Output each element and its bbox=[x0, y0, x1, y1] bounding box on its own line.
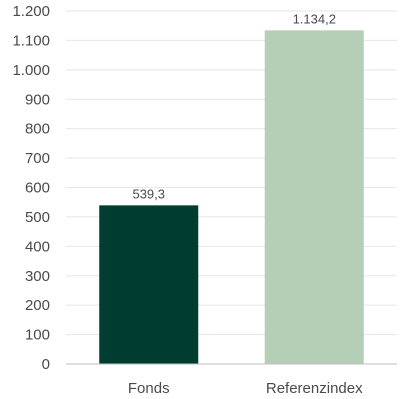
y-axis: 0 100 200 300 400 500 600 700 800 900 1.000 1.100 1.… bbox=[12, 3, 50, 373]
y-tick-label: 900 bbox=[25, 91, 50, 108]
data-label: 539,3 bbox=[132, 186, 165, 201]
x-category-label: Referenzindex bbox=[266, 380, 363, 397]
x-category-label: Fonds bbox=[128, 380, 170, 397]
bar-referenzindex bbox=[264, 30, 364, 364]
y-tick-label: 1.200 bbox=[12, 3, 50, 20]
bar-fonds bbox=[99, 205, 199, 364]
y-tick-label: 200 bbox=[25, 297, 50, 314]
y-tick-label: 400 bbox=[25, 238, 50, 255]
x-axis: Fonds Referenzindex bbox=[66, 363, 397, 397]
y-tick-label: 1.000 bbox=[12, 62, 50, 79]
y-tick-label: 600 bbox=[25, 180, 50, 197]
y-tick-label: 700 bbox=[25, 150, 50, 167]
y-tick-label: 100 bbox=[25, 327, 50, 344]
y-tick-label: 500 bbox=[25, 209, 50, 226]
y-tick-label: 0 bbox=[42, 356, 50, 373]
y-tick-label: 1.100 bbox=[12, 32, 50, 49]
data-label: 1.134,2 bbox=[293, 11, 336, 26]
bars: 539,3 1.134,2 bbox=[99, 11, 364, 364]
y-tick-label: 800 bbox=[25, 121, 50, 138]
y-tick-label: 300 bbox=[25, 268, 50, 285]
